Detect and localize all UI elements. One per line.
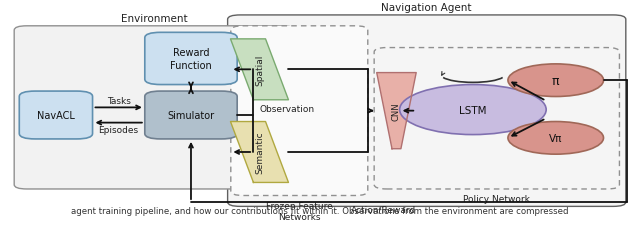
Text: CNN: CNN <box>392 102 401 120</box>
Text: Reward
Function: Reward Function <box>170 48 212 70</box>
Polygon shape <box>230 40 289 100</box>
Text: Navigation Agent: Navigation Agent <box>381 3 472 13</box>
Text: Episodes: Episodes <box>99 126 139 135</box>
Text: Vπ: Vπ <box>549 133 563 143</box>
FancyBboxPatch shape <box>19 92 93 139</box>
FancyBboxPatch shape <box>231 27 368 196</box>
Text: Environment: Environment <box>121 14 188 24</box>
Text: Tasks: Tasks <box>107 96 131 105</box>
Text: Spatial: Spatial <box>255 54 264 86</box>
Text: LSTM: LSTM <box>459 105 486 115</box>
Circle shape <box>399 85 546 135</box>
FancyBboxPatch shape <box>228 16 626 207</box>
Text: NavACL: NavACL <box>37 110 75 120</box>
Text: Frozen Feature
Networks: Frozen Feature Networks <box>266 201 333 221</box>
Text: π: π <box>552 74 559 87</box>
Text: agent training pipeline, and how our contributions fit within it. Observations f: agent training pipeline, and how our con… <box>71 206 569 215</box>
FancyBboxPatch shape <box>14 27 294 189</box>
FancyBboxPatch shape <box>145 92 237 139</box>
Polygon shape <box>377 73 416 149</box>
Circle shape <box>508 122 604 155</box>
Circle shape <box>508 65 604 97</box>
Text: Policy Network: Policy Network <box>463 195 530 203</box>
FancyBboxPatch shape <box>145 33 237 85</box>
FancyBboxPatch shape <box>374 48 620 189</box>
Text: Observation: Observation <box>259 104 315 113</box>
Text: Action/Reward: Action/Reward <box>351 204 416 213</box>
Polygon shape <box>230 122 289 183</box>
Text: Simulator: Simulator <box>168 110 214 120</box>
Text: Semantic: Semantic <box>255 131 264 173</box>
